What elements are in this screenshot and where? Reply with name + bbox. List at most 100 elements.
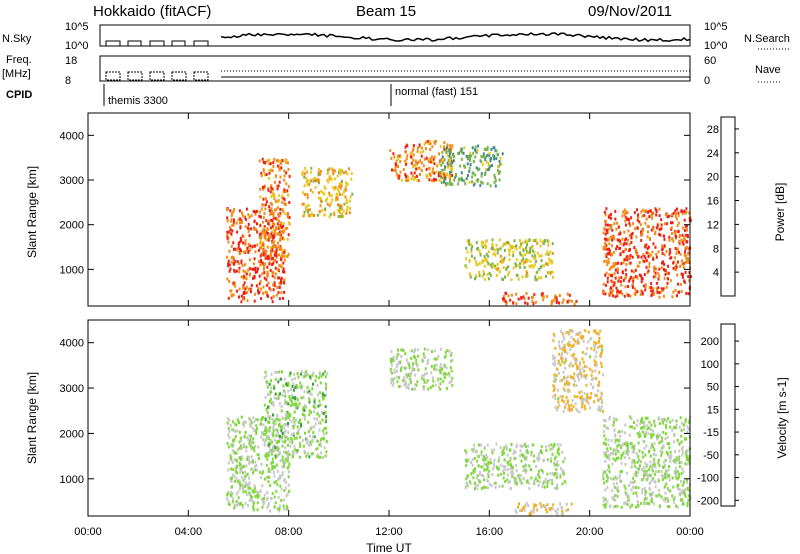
echo-cell: [530, 509, 533, 513]
echo-cell: [322, 372, 325, 376]
echo-cell: [654, 485, 657, 489]
echo-cell: [318, 414, 321, 418]
echo-cell: [243, 281, 246, 285]
echo-cell: [251, 426, 254, 430]
echo-cell: [650, 423, 653, 427]
echo-cell: [319, 196, 322, 200]
echo-cell: [619, 290, 622, 294]
echo-cell: [491, 262, 494, 266]
echo-cell: [422, 385, 425, 389]
echo-cell: [593, 400, 596, 404]
echo-cell: [675, 212, 677, 216]
echo-cell: [519, 261, 522, 265]
echo-cell: [636, 419, 639, 423]
echo-cell: [239, 225, 242, 229]
freq-label: Freq.: [6, 54, 32, 66]
echo-cell: [528, 239, 531, 243]
echo-cell: [519, 444, 522, 448]
echo-cell: [247, 242, 250, 246]
echo-cell: [231, 461, 234, 464]
echo-cell: [494, 253, 497, 257]
echo-cell: [681, 240, 684, 244]
echo-cell: [525, 292, 528, 295]
echo-cell: [312, 382, 314, 386]
echo-cell: [505, 241, 508, 245]
echo-cell: [450, 164, 453, 168]
cpid-label: CPID: [6, 89, 32, 101]
echo-cell: [228, 230, 231, 234]
echo-cell: [606, 500, 609, 504]
echo-cell: [241, 213, 244, 217]
echo-cell: [277, 495, 280, 499]
echo-cell: [273, 197, 276, 200]
echo-cell: [268, 416, 271, 420]
echo-cell: [441, 367, 444, 371]
echo-cell: [261, 157, 264, 161]
echo-cell: [308, 455, 311, 459]
echo-cell: [275, 489, 278, 493]
echo-cell: [263, 477, 266, 481]
echo-cell: [647, 251, 650, 255]
echo-cell: [624, 463, 627, 466]
echo-cell: [525, 250, 528, 253]
echo-cell: [575, 332, 578, 336]
echo-cell: [235, 269, 238, 273]
echo-cell: [446, 154, 449, 158]
echo-cell: [542, 480, 545, 484]
echo-cell: [431, 178, 434, 182]
echo-cell: [251, 460, 254, 464]
echo-cell: [561, 395, 564, 399]
echo-cell: [303, 450, 306, 454]
echo-cell: [662, 294, 665, 298]
echo-cell: [338, 170, 340, 174]
echo-cell: [291, 384, 294, 388]
echo-cell: [605, 243, 608, 247]
echo-cell: [666, 497, 669, 501]
echo-cell: [576, 367, 579, 371]
echo-cell: [250, 467, 253, 471]
echo-cell: [244, 490, 247, 493]
echo-cell: [675, 235, 677, 239]
echo-cell: [448, 374, 451, 378]
echo-cell: [280, 258, 283, 262]
echo-cell: [499, 156, 502, 160]
y-tick-label: 4000: [60, 130, 84, 142]
echo-cell: [525, 269, 528, 273]
echo-cell: [268, 445, 271, 448]
echo-cell: [664, 423, 667, 427]
echo-cell: [430, 371, 433, 375]
echo-cell: [266, 227, 269, 231]
echo-cell: [346, 172, 349, 176]
echo-cell: [345, 199, 348, 203]
echo-cell: [663, 234, 665, 238]
echo-cell: [239, 457, 242, 461]
echo-cell: [310, 170, 313, 174]
echo-cell: [308, 214, 310, 218]
echo-cell: [613, 494, 616, 498]
echo-cell: [468, 480, 471, 484]
echo-cell: [346, 205, 349, 209]
echo-cell: [390, 360, 392, 364]
echo-cell: [556, 448, 559, 452]
echo-cell: [510, 471, 513, 474]
echo-cell: [600, 405, 603, 409]
x-tick-label: 20:00: [576, 526, 604, 538]
echo-cell: [237, 246, 240, 250]
echo-cell: [279, 159, 282, 163]
echo-cell: [573, 302, 576, 306]
echo-cell: [283, 248, 286, 252]
echo-cell: [615, 286, 618, 290]
echo-cell: [265, 278, 268, 282]
echo-cell: [594, 361, 597, 364]
echo-cell: [246, 246, 249, 250]
echo-cell: [404, 150, 407, 154]
echo-cell: [514, 479, 517, 483]
echo-cell: [247, 213, 250, 217]
echo-cell: [477, 144, 480, 148]
echo-cell: [558, 403, 561, 407]
echo-cell: [604, 241, 607, 245]
echo-cell: [643, 254, 646, 258]
echo-cell: [471, 245, 474, 248]
echo-cell: [630, 446, 633, 450]
